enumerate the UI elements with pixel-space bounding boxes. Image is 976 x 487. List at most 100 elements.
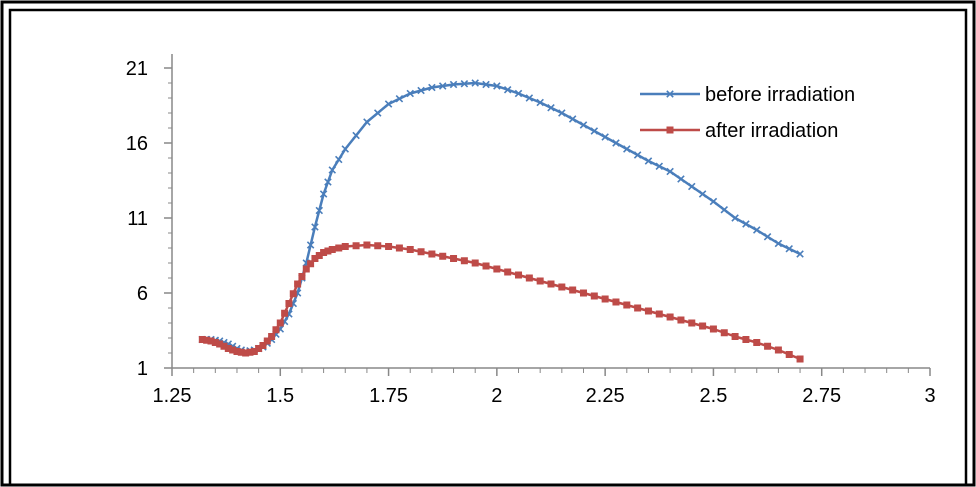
data-point [796,250,804,258]
data-point [229,346,237,354]
data-point [263,337,271,345]
legend-item: before irradiation [640,84,855,106]
data-point [384,100,393,108]
data-point [633,151,642,159]
data-point [319,190,328,198]
data-point [655,162,664,171]
data-point [449,80,458,89]
data-point [250,348,258,355]
data-point [428,250,436,258]
data-point [324,178,332,186]
inner-border [8,8,968,487]
data-point [493,82,501,90]
data-point [568,115,577,123]
data-point [590,292,598,300]
data-point [699,322,707,330]
data-point [471,259,479,267]
data-point [374,242,382,250]
data-point [460,79,469,88]
data-point [612,298,620,306]
series-after-irradiation [198,241,804,363]
data-point [233,348,241,355]
data-point [311,223,319,231]
data-point [666,313,674,321]
data-point [731,333,739,340]
data-point [363,118,371,126]
data-point [796,355,804,363]
data-point [720,205,729,214]
data-point [417,86,425,95]
data-point [525,274,533,282]
data-point [224,345,232,352]
data-point [569,286,577,294]
data-point [255,345,263,352]
x-tick-label: 2.25 [586,385,625,407]
y-tick-label: 11 [127,208,148,230]
data-point [785,351,793,358]
data-point [311,255,319,262]
data-point [373,109,382,117]
data-point [525,94,534,102]
data-point [601,133,609,141]
legend: before irradiation after irradiation [640,84,855,142]
data-point [450,255,458,262]
data-point [536,277,544,285]
data-point [246,348,254,356]
data-point [385,243,393,250]
data-point [514,89,523,98]
data-point [612,139,620,147]
data-point [315,206,324,215]
data-point [259,342,267,349]
data-point [482,262,490,270]
data-point [774,346,782,354]
data-point [677,316,685,324]
data-point [504,268,512,276]
legend-label: before irradiation [705,84,855,106]
data-point [666,126,674,134]
data-point [307,260,315,268]
data-point [352,242,360,250]
data-point [688,319,696,327]
data-point [731,214,739,222]
data-point [666,90,674,98]
y-tick-label: 1 [137,358,148,380]
data-point [352,131,360,140]
data-point [742,336,750,343]
data-point [289,290,297,298]
data-point [328,246,336,253]
data-point [547,280,555,288]
data-point [324,247,332,255]
data-point [655,310,663,318]
data-point [503,85,512,94]
data-point [677,175,685,183]
data-point [406,246,414,253]
y-tick-label: 16 [126,133,148,155]
data-point [763,232,772,241]
data-point [460,257,468,265]
data-point [211,339,219,346]
data-point [644,307,652,315]
series-layer [198,79,804,363]
data-point [320,249,328,256]
data-point [471,79,479,87]
data-point [341,145,350,153]
data-point [623,145,631,153]
data-point [709,197,718,206]
x-tick-label: 2.5 [700,385,728,407]
y-tick-label: 6 [137,283,148,305]
data-point [579,289,587,297]
data-point [644,157,653,165]
legend-item: after irradiation [640,120,838,142]
data-point [294,280,302,288]
data-point [774,239,783,248]
data-point [515,271,523,279]
data-point [439,252,447,260]
data-point [285,300,293,307]
x-tick-label: 1.25 [153,385,192,407]
legend-label: after irradiation [705,120,838,142]
data-point [276,319,284,327]
data-point [482,80,490,89]
data-point [666,167,674,176]
